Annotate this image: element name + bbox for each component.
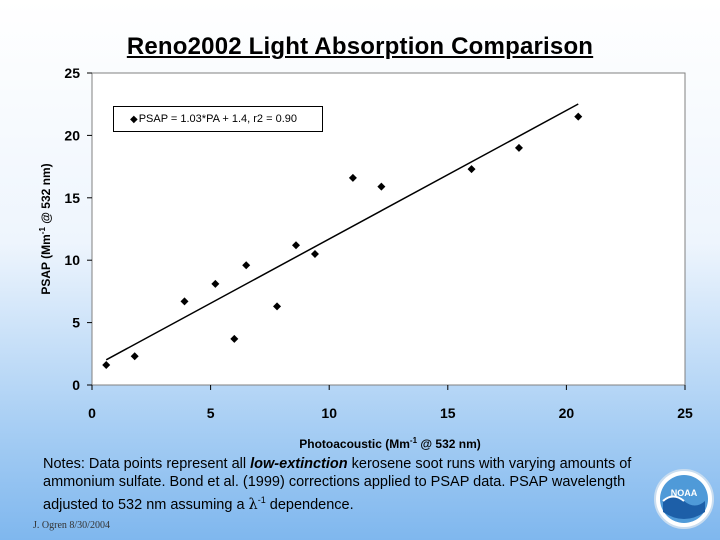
notes-part3: dependence. bbox=[265, 496, 354, 513]
lambda-exponent: -1 bbox=[257, 495, 266, 505]
author-date-footer: J. Ogren 8/30/2004 bbox=[33, 520, 110, 531]
notes-part1: Notes: Data points represent all bbox=[43, 456, 251, 472]
x-tick-label: 15 bbox=[440, 405, 456, 421]
data-point bbox=[291, 241, 300, 250]
x-tick-label: 5 bbox=[207, 405, 215, 421]
x-tick-label: 20 bbox=[559, 405, 575, 421]
legend-entry: PSAP = 1.03*PA + 1.4, r2 = 0.90 bbox=[138, 113, 297, 125]
y-axis: 0 5 10 15 20 25 bbox=[64, 65, 92, 393]
data-point bbox=[467, 165, 476, 174]
x-axis-label: Photoacoustic (Mm-1 @ 532 nm) bbox=[299, 436, 481, 451]
data-point bbox=[180, 297, 189, 306]
fit-line bbox=[105, 103, 579, 361]
y-tick-label: 25 bbox=[64, 65, 80, 81]
x-axis: 0 5 10 15 20 25 bbox=[88, 385, 693, 421]
y-axis-label: PSAP (Mm-1 @ 532 nm) bbox=[38, 163, 53, 294]
data-point bbox=[310, 249, 319, 258]
data-point bbox=[230, 334, 239, 343]
y-axis-label-rest: @ 532 nm) bbox=[39, 163, 53, 227]
data-point bbox=[242, 261, 251, 270]
data-point bbox=[514, 143, 523, 152]
legend-diamond-icon: ◆ bbox=[130, 113, 138, 125]
data-point bbox=[102, 361, 111, 370]
y-tick-label: 0 bbox=[72, 377, 80, 393]
x-tick-label: 10 bbox=[321, 405, 337, 421]
noaa-logo-icon: NOAA bbox=[654, 469, 714, 529]
data-point bbox=[348, 173, 357, 182]
notes-text: Notes: Data points represent all low-ext… bbox=[43, 455, 643, 514]
x-axis-label-text: Photoacoustic (Mm bbox=[299, 437, 410, 451]
y-tick-label: 15 bbox=[64, 190, 80, 206]
y-tick-label: 5 bbox=[72, 315, 80, 331]
x-tick-label: 25 bbox=[677, 405, 693, 421]
noaa-logo-text: NOAA bbox=[671, 488, 698, 498]
data-point bbox=[574, 112, 583, 121]
notes-emphasis: low-extinction bbox=[250, 456, 348, 472]
data-point bbox=[211, 279, 220, 288]
data-point bbox=[273, 302, 282, 311]
x-tick-label: 0 bbox=[88, 405, 96, 421]
notes-part2: kerosene soot runs with varying amounts … bbox=[43, 456, 632, 513]
y-tick-label: 20 bbox=[64, 127, 80, 143]
lambda-symbol: λ bbox=[248, 496, 258, 513]
legend: ◆ PSAP = 1.03*PA + 1.4, r2 = 0.90 bbox=[113, 106, 323, 132]
x-axis-label-rest: @ 532 nm) bbox=[417, 437, 481, 451]
y-axis-label-text: PSAP (Mm bbox=[39, 234, 53, 294]
data-point bbox=[130, 352, 139, 361]
x-axis-label-sup: -1 bbox=[410, 436, 418, 445]
y-axis-label-sup: -1 bbox=[38, 227, 47, 235]
chart-title: Reno2002 Light Absorption Comparison bbox=[126, 33, 594, 60]
data-points bbox=[102, 112, 583, 370]
y-tick-label: 10 bbox=[64, 252, 80, 268]
data-point bbox=[377, 182, 386, 191]
